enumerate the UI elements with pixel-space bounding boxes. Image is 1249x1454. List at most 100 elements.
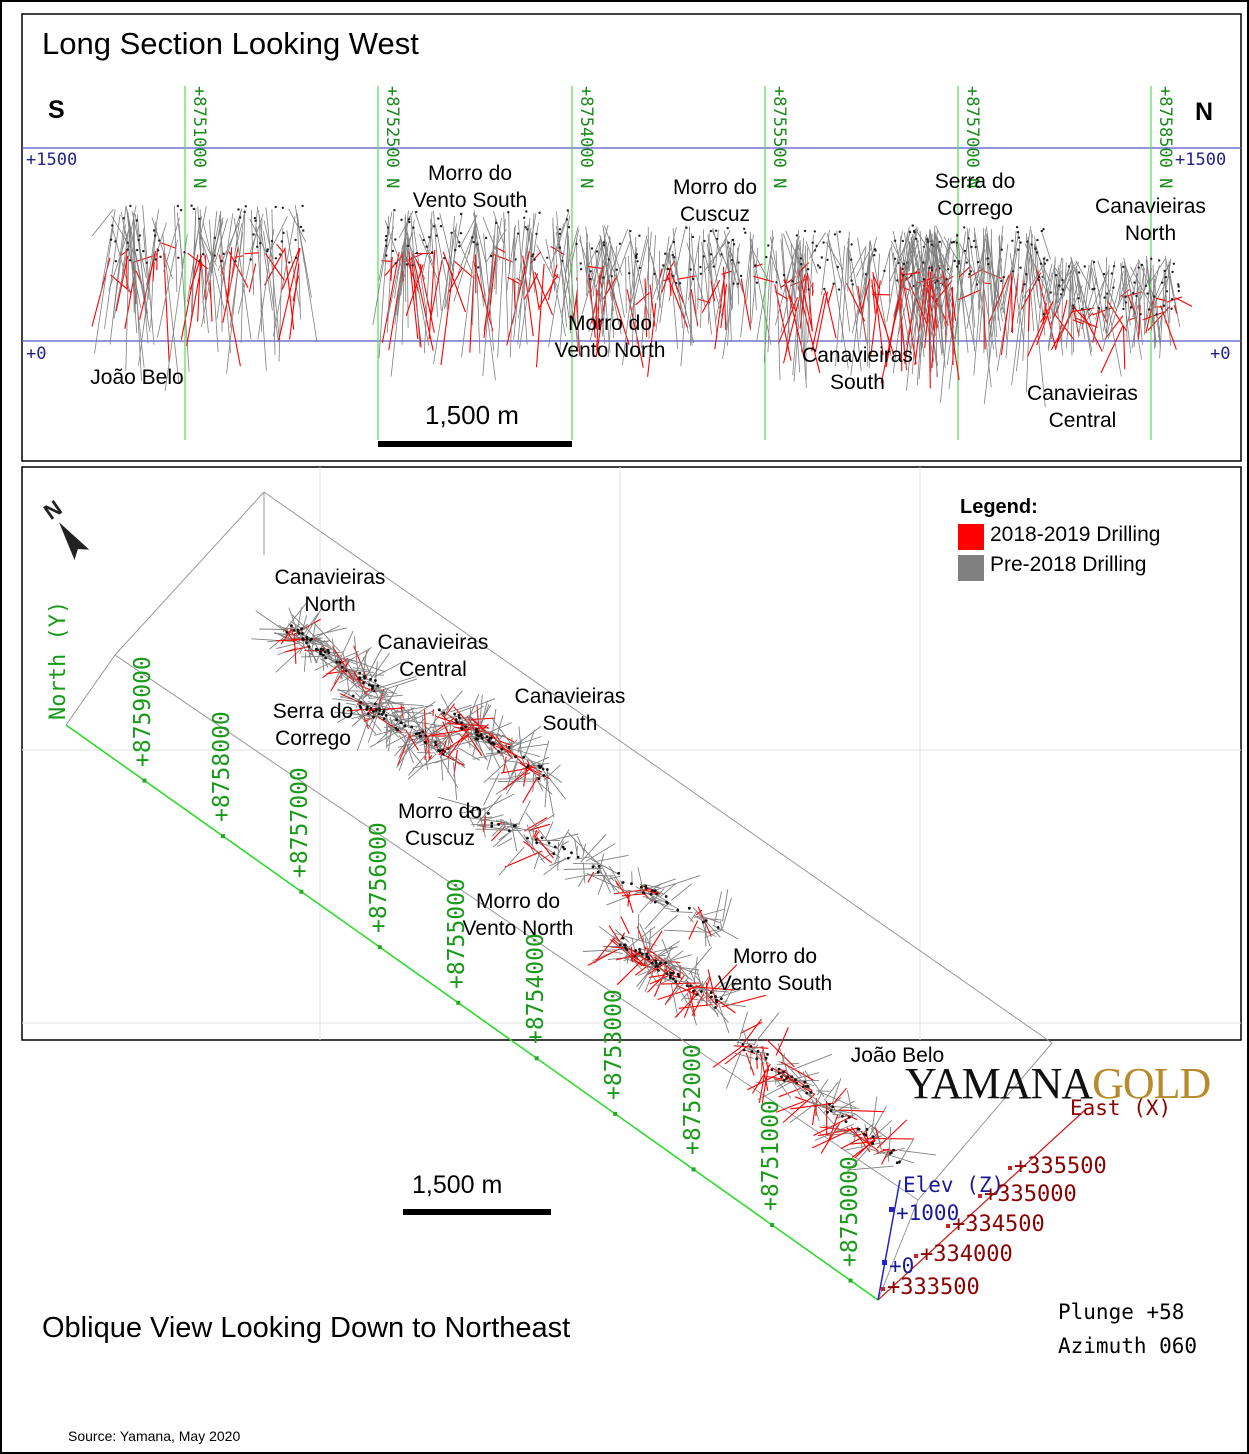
ob-collar-dot: [766, 1053, 769, 1056]
ob-collar-dot: [630, 882, 633, 886]
ob-drill-trace: [704, 918, 707, 947]
ls-drill-trace: [649, 284, 656, 327]
ob-collar-dot: [507, 829, 511, 833]
ob-drill-trace: [511, 761, 518, 776]
ob-drill-trace: [696, 969, 705, 997]
ob-drill-trace: [593, 937, 616, 964]
ls-drill-trace: [903, 272, 921, 276]
ob-collar-dot: [669, 976, 672, 980]
ls-drill-trace: [1025, 233, 1035, 331]
ob-collar-dot: [664, 895, 668, 898]
ob-deposit-serra: Serra do Corrego: [272, 700, 354, 750]
ls-drill-trace: [898, 250, 920, 335]
ls-drill-trace: [1159, 305, 1177, 350]
ob-collar-dot: [865, 1128, 869, 1131]
ob-collar-dot: [647, 957, 651, 960]
ls-collar-dot: [1067, 265, 1071, 268]
ob-drill-trace: [508, 772, 531, 779]
ls-collar-dot: [653, 272, 656, 276]
ls-collar-dot: [252, 233, 255, 236]
ls-drill-trace: [690, 232, 698, 323]
plunge-label: Plunge +58: [1058, 1300, 1185, 1324]
ob-drill-trace: [531, 830, 534, 846]
ob-collar-dot: [395, 718, 398, 722]
azimuth-label: Azimuth 060: [1058, 1334, 1198, 1358]
ob-collar-dot: [369, 707, 373, 710]
ls-drill-trace: [218, 254, 241, 367]
ls-collar-dot: [602, 244, 606, 247]
ob-collar-dot: [323, 650, 327, 654]
ls-drill-trace: [535, 263, 545, 368]
ls-drill-trace: [428, 249, 436, 340]
ls-drill-trace: [381, 252, 400, 343]
ob-drill-trace: [502, 756, 507, 773]
ls-collar-dot: [400, 218, 403, 221]
ob-drill-trace: [333, 665, 343, 685]
ob-drill-trace: [251, 638, 293, 642]
ls-drill-trace: [545, 239, 566, 337]
ls-collar-dot: [254, 219, 257, 222]
ls-drill-trace: [133, 218, 136, 316]
ob-drill-trace: [776, 1062, 800, 1065]
ls-collar-dot: [602, 241, 606, 244]
ob-drill-trace: [660, 982, 700, 985]
ob-collar-dot: [749, 1045, 753, 1048]
ob-drill-trace: [497, 837, 513, 847]
ls-drill-trace: [457, 224, 478, 274]
ls-drill-trace: [609, 239, 632, 297]
ob-drill-trace: [628, 926, 656, 948]
ob-drill-trace: [641, 889, 658, 894]
ls-collar-dot: [1025, 273, 1028, 276]
ls-drill-trace: [1016, 226, 1031, 324]
ob-collar-dot: [704, 919, 708, 922]
ob-drill-trace: [374, 691, 391, 727]
ls-drill-trace: [405, 256, 420, 294]
ls-drill-trace: [835, 245, 845, 366]
ob-collar-dot: [714, 995, 717, 998]
ob-drill-trace: [542, 769, 567, 800]
ob-drill-trace: [684, 997, 706, 1002]
ls-drill-trace: [622, 247, 638, 366]
ls-drill-trace: [1071, 304, 1092, 327]
ls-drill-trace: [746, 234, 754, 302]
ls-collar-dot: [731, 258, 734, 262]
ob-easting-label-0: +335500: [1014, 1154, 1107, 1179]
ls-drill-trace: [384, 220, 406, 277]
ob-collar-dot: [669, 971, 673, 975]
ls-drill-trace: [240, 209, 246, 343]
ls-collar-dot: [1087, 308, 1091, 311]
ob-collar-dot: [434, 740, 437, 744]
ls-collar-dot: [1000, 279, 1003, 283]
ls-collar-dot: [278, 253, 282, 256]
ls-drill-trace: [927, 274, 932, 294]
ob-drill-trace: [377, 686, 389, 696]
ls-collar-dot: [477, 266, 480, 269]
ob-drill-trace: [725, 1052, 742, 1089]
ob-drill-trace: [658, 977, 692, 984]
ls-drill-trace: [946, 237, 952, 268]
ls-collar-dot: [1164, 276, 1168, 279]
ob-drill-trace: [724, 978, 738, 1004]
ls-collar-dot: [922, 278, 926, 281]
ob-collar-dot: [566, 856, 570, 860]
ob-collar-dot: [537, 777, 541, 781]
ob-collar-dot: [790, 1075, 794, 1079]
ls-drill-trace: [1120, 289, 1130, 297]
ls-drill-trace: [257, 228, 275, 340]
ls-drill-trace: [723, 230, 744, 293]
ls-collar-dot: [712, 265, 715, 268]
ls-collar-dot: [873, 254, 876, 257]
ob-collar-dot: [716, 926, 720, 929]
ls-drill-trace: [433, 210, 442, 312]
ls-drill-trace: [670, 272, 685, 304]
ob-drill-trace: [782, 1053, 786, 1062]
ls-collar-dot: [795, 234, 798, 237]
ls-drill-trace: [805, 245, 807, 381]
elev-top-right: +1500: [1175, 150, 1227, 170]
ls-deposit-mdv-south: Morro do Vento South: [412, 162, 528, 212]
ls-drill-trace: [1167, 264, 1181, 328]
ls-drill-trace: [936, 238, 955, 355]
ls-drill-trace: [556, 211, 567, 328]
ob-collar-dot: [702, 920, 705, 924]
ls-collar-dot: [732, 243, 736, 246]
